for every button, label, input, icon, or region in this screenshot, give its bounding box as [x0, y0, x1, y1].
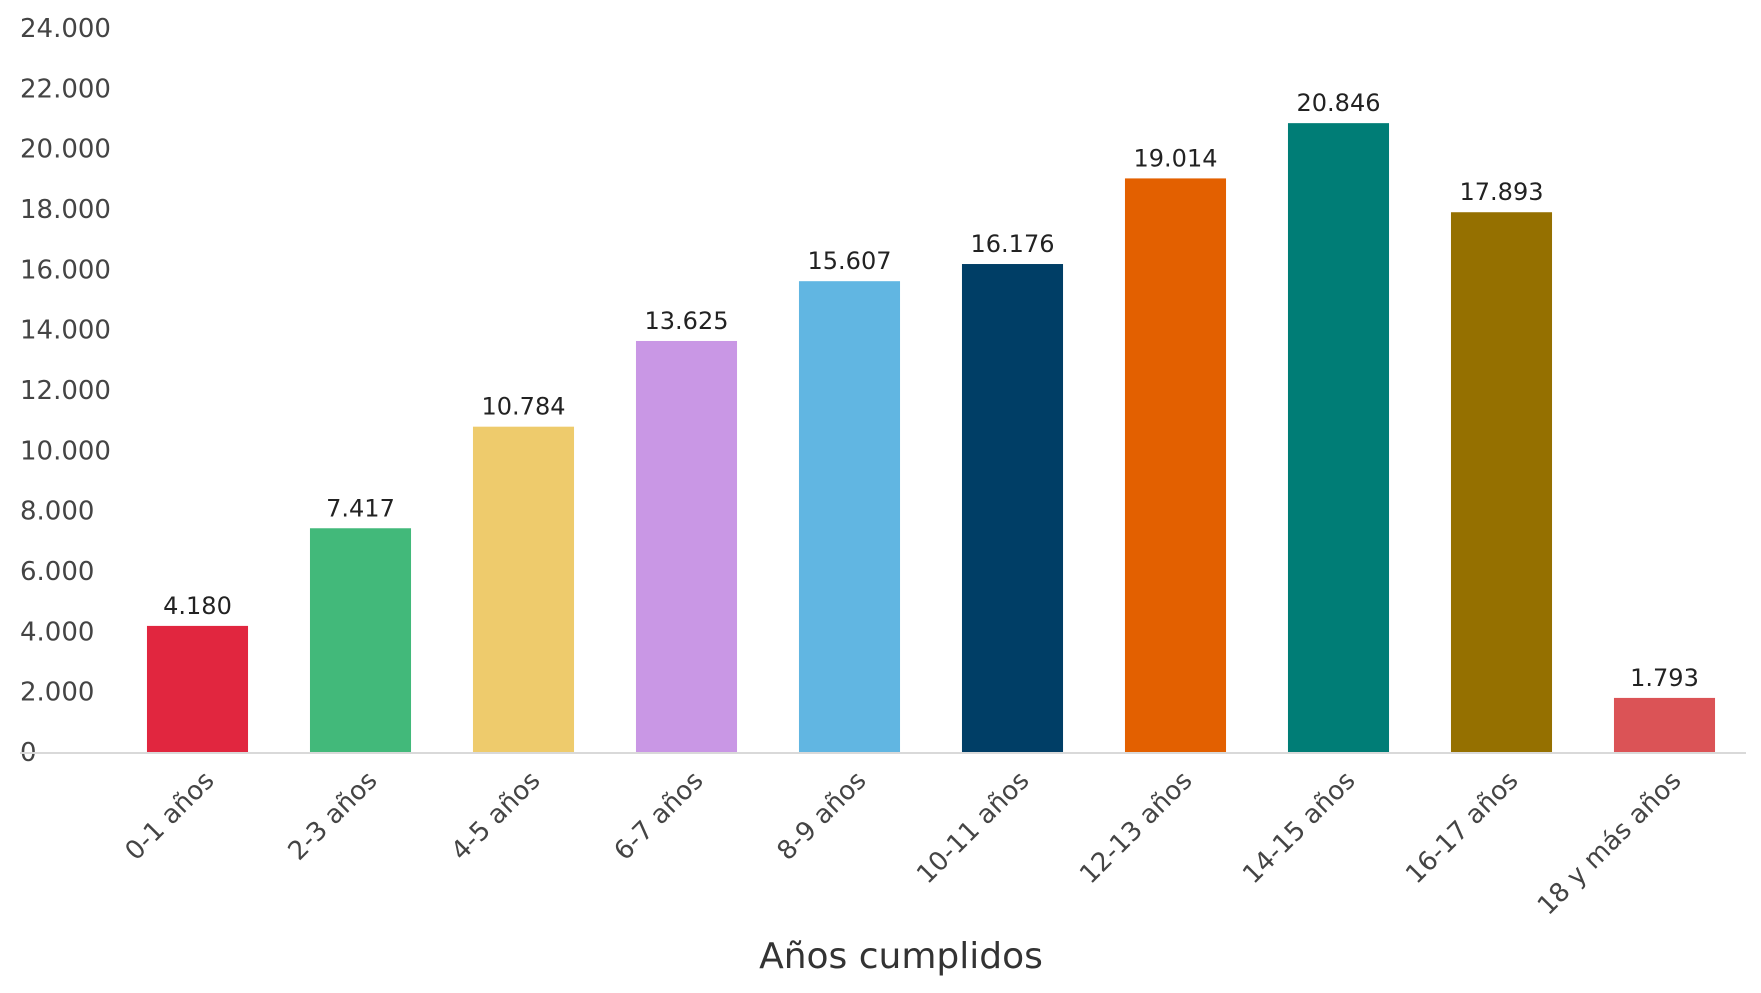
bar-value-label: 4.180	[163, 592, 232, 620]
y-tick-label: 10.000	[20, 436, 111, 466]
x-axis-title: Años cumplidos	[759, 936, 1043, 977]
y-axis-ticks: 02.0004.0006.0008.00010.00012.00014.0001…	[20, 14, 111, 768]
bar-value-label: 19.014	[1134, 144, 1218, 172]
bar	[146, 625, 249, 752]
bar-value-label: 1.793	[1630, 664, 1699, 692]
x-tick-label: 18 y más años	[1532, 766, 1688, 922]
bar-value-label: 10.784	[482, 393, 566, 421]
y-tick-label: 6.000	[20, 557, 94, 587]
bar-value-label: 15.607	[808, 247, 892, 275]
y-tick-label: 16.000	[20, 255, 111, 285]
x-tick-label: 0-1 años	[120, 766, 221, 867]
y-tick-label: 4.000	[20, 617, 94, 647]
bar-value-label: 17.893	[1460, 178, 1544, 206]
y-tick-label: 18.000	[20, 195, 111, 225]
bar	[1613, 697, 1716, 752]
bar	[635, 340, 738, 752]
x-tick-label: 16-17 años	[1400, 766, 1524, 890]
x-tick-label: 2-3 años	[283, 766, 384, 867]
y-tick-label: 22.000	[20, 74, 111, 104]
bar	[1450, 212, 1553, 752]
bars	[146, 123, 1716, 752]
bar-value-label: 16.176	[971, 230, 1055, 258]
bar	[798, 281, 901, 752]
x-tick-label: 4-5 años	[446, 766, 547, 867]
y-tick-label: 8.000	[20, 497, 94, 527]
y-tick-label: 2.000	[20, 678, 94, 708]
x-tick-label: 10-11 años	[911, 766, 1035, 890]
bar	[1287, 123, 1390, 752]
y-tick-label: 12.000	[20, 376, 111, 406]
y-tick-label: 24.000	[20, 14, 111, 44]
x-tick-label: 6-7 años	[609, 766, 710, 867]
data-labels: 4.180 7.417 10.784 13.625 15.607 16.176 19.014…	[163, 89, 1699, 692]
bar	[309, 528, 412, 752]
bar-value-label: 20.846	[1297, 89, 1381, 117]
x-tick-label: 14-15 años	[1237, 766, 1361, 890]
bar	[1124, 178, 1227, 752]
y-tick-label: 20.000	[20, 135, 111, 165]
bar	[961, 264, 1064, 752]
bar	[472, 426, 575, 752]
x-tick-label: 12-13 años	[1074, 766, 1198, 890]
bar-value-label: 7.417	[326, 494, 395, 522]
x-tick-label: 8-9 años	[772, 766, 873, 867]
x-axis-ticks: 0-1 años 2-3 años 4-5 años 6-7 años 8-9 años…	[120, 766, 1688, 922]
bar-value-label: 13.625	[645, 307, 729, 335]
y-tick-label: 14.000	[20, 316, 111, 346]
